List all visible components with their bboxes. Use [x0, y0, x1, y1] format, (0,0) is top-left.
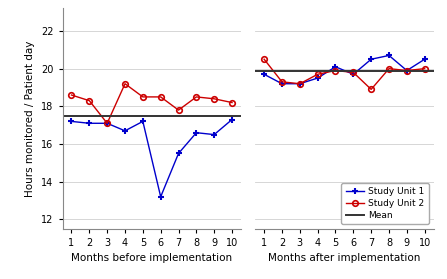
Study Unit 1	[315, 76, 320, 80]
Study Unit 1	[333, 65, 338, 68]
Study Unit 1	[422, 57, 427, 61]
Study Unit 2	[261, 57, 267, 61]
Study Unit 2	[315, 73, 320, 76]
Study Unit 1	[297, 82, 303, 85]
Study Unit 1	[386, 54, 392, 57]
Study Unit 2	[297, 82, 303, 85]
Study Unit 2	[422, 67, 427, 70]
Study Unit 1	[350, 73, 356, 76]
Line: Study Unit 2: Study Unit 2	[261, 56, 427, 92]
Study Unit 1	[279, 82, 285, 85]
Study Unit 1	[404, 69, 409, 72]
Study Unit 2	[368, 88, 374, 91]
Study Unit 1	[368, 57, 374, 61]
Y-axis label: Hours monitored / Patient day: Hours monitored / Patient day	[25, 40, 35, 197]
X-axis label: Months before implementation: Months before implementation	[71, 253, 232, 263]
Study Unit 1	[261, 73, 267, 76]
X-axis label: Months after implementation: Months after implementation	[268, 253, 421, 263]
Legend: Study Unit 1, Study Unit 2, Mean: Study Unit 1, Study Unit 2, Mean	[341, 183, 429, 224]
Study Unit 2	[404, 69, 409, 72]
Mean	[261, 69, 267, 72]
Line: Study Unit 1: Study Unit 1	[261, 52, 428, 87]
Study Unit 2	[279, 80, 285, 83]
Study Unit 2	[386, 67, 392, 70]
Study Unit 2	[350, 71, 356, 74]
Study Unit 2	[333, 69, 338, 72]
Mean	[244, 69, 249, 72]
